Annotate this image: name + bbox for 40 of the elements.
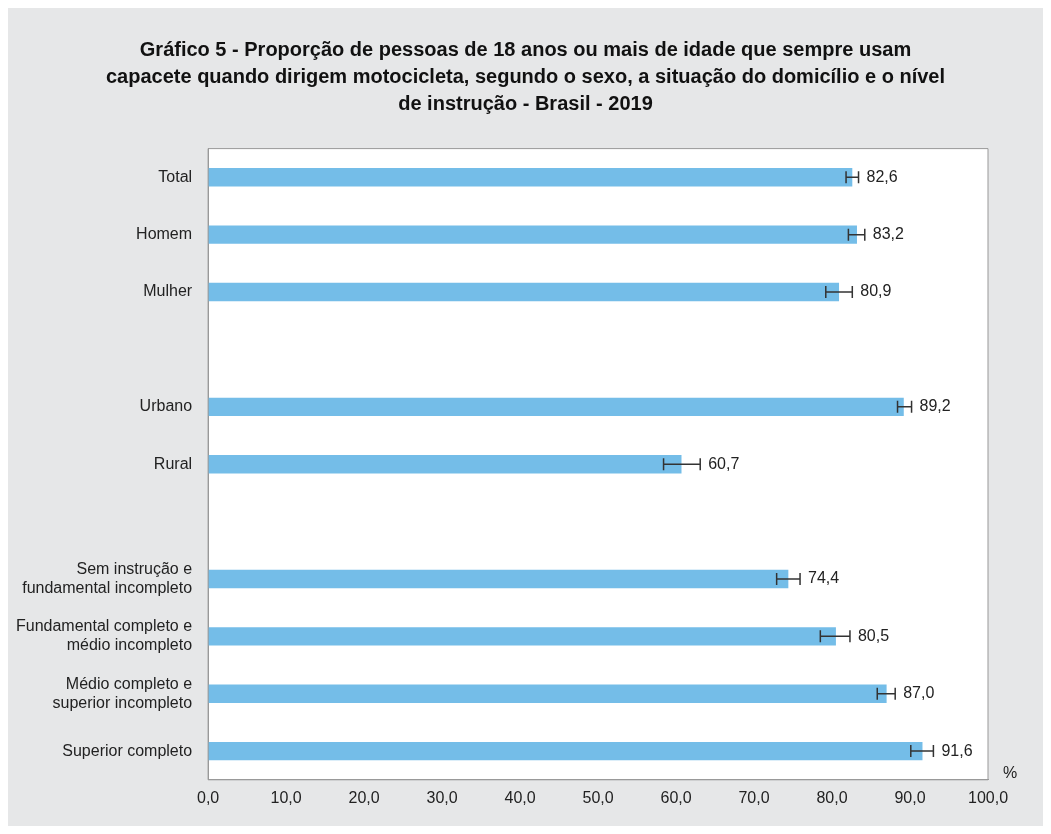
bar — [208, 168, 853, 187]
y-tick-label: Homem — [136, 225, 193, 243]
x-axis-title: % — [1002, 764, 1018, 782]
x-tick-label: 40,0 — [504, 788, 536, 806]
y-tick-label: Mulher — [143, 282, 193, 300]
bar — [208, 569, 789, 589]
x-tick-label: 20,0 — [348, 788, 380, 806]
bar — [208, 741, 923, 761]
data-label: 82,6 — [866, 167, 898, 185]
bar — [208, 455, 682, 474]
chart-title: Gráfico 5 - Proporção de pessoas de 18 anos ou mais de idade que sempre usam capacete quando dirigem motocicleta, segundo o sexo, a situação do domicílio e o nível de instrução - Brasil - 2019 — [104, 37, 947, 116]
y-tick-label: Médio completo e superior incompleto — [52, 674, 193, 711]
x-tick-label: 100,0 — [967, 788, 1009, 806]
y-tick-label: Sem instrução e fundamental incompleto — [22, 559, 193, 596]
data-label: 60,7 — [708, 454, 740, 472]
x-tick-label: 10,0 — [270, 788, 302, 806]
y-tick-label: Rural — [153, 454, 193, 472]
data-label: 80,9 — [860, 282, 892, 300]
y-tick-label: Total — [158, 167, 193, 185]
data-label: 80,5 — [857, 626, 890, 644]
x-tick-label: 70,0 — [738, 788, 770, 806]
bar — [208, 225, 857, 244]
y-tick-label: Urbano — [139, 397, 193, 415]
x-tick-label: 50,0 — [582, 788, 614, 806]
bar — [208, 627, 836, 646]
bar — [208, 397, 904, 416]
bar — [208, 684, 887, 703]
data-label: 91,6 — [941, 741, 973, 759]
y-tick-label: Fundamental completo e médio incompleto — [15, 617, 193, 654]
bar — [208, 282, 840, 302]
data-label: 89,2 — [919, 397, 951, 415]
x-tick-label: 0,0 — [196, 788, 220, 806]
x-tick-label: 30,0 — [426, 788, 458, 806]
data-label: 87,0 — [903, 684, 935, 702]
data-label: 74,4 — [808, 569, 840, 587]
y-tick-label: Superior completo — [62, 741, 193, 759]
x-tick-label: 80,0 — [816, 788, 848, 806]
x-tick-label: 60,0 — [660, 788, 692, 806]
x-tick-label: 90,0 — [894, 788, 926, 806]
data-label: 83,2 — [872, 225, 905, 243]
